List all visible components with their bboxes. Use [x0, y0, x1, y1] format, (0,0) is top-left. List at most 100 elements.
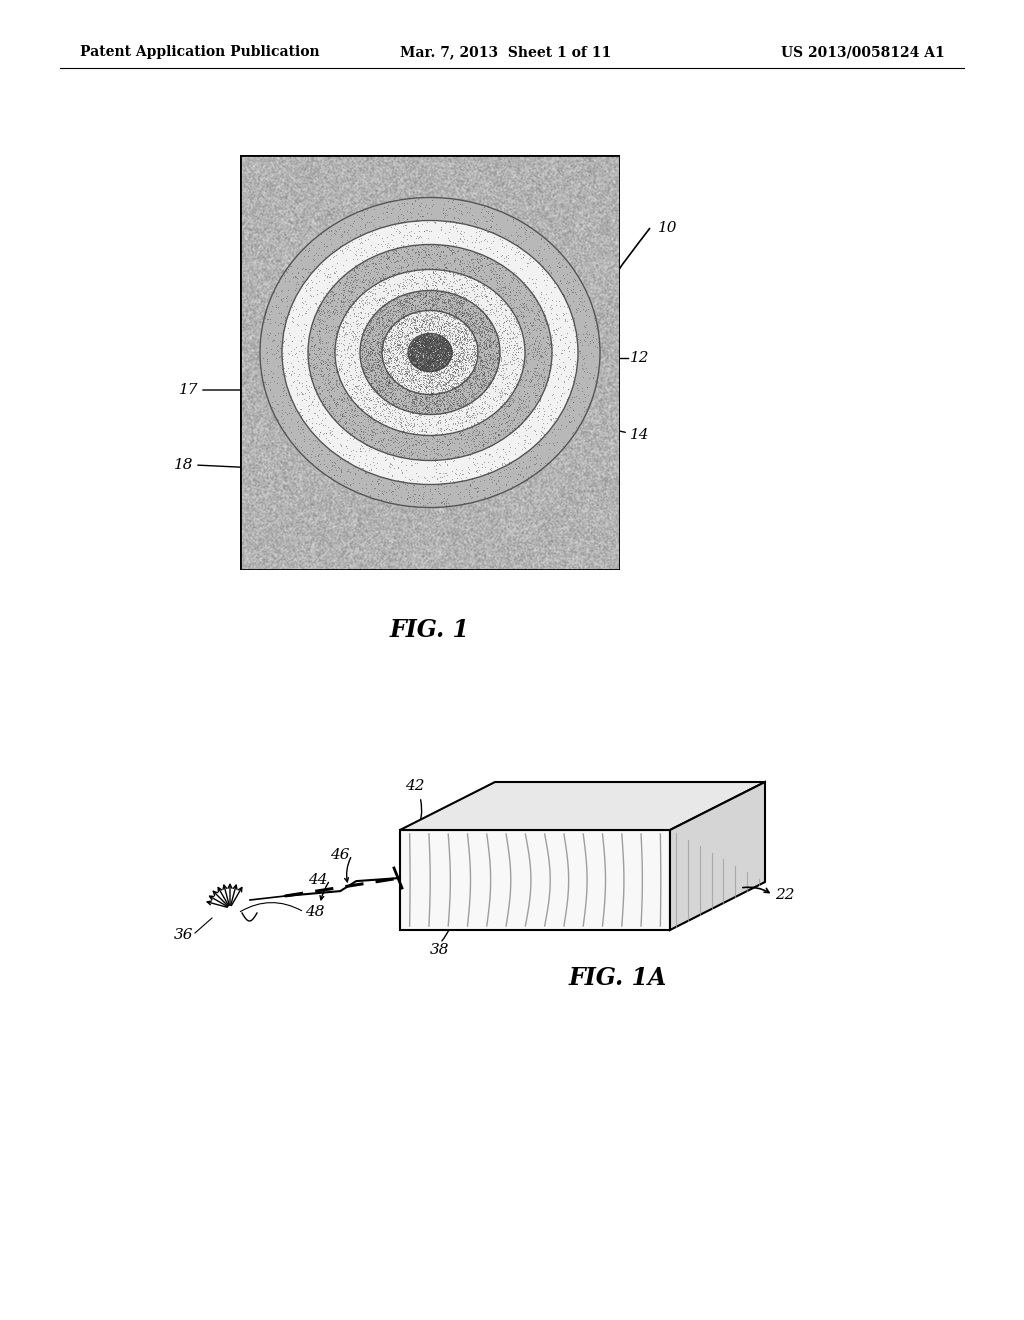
Point [387, 352, 403, 374]
Point [380, 305, 396, 326]
Point [438, 434, 455, 455]
Point [466, 337, 482, 358]
Point [417, 334, 433, 355]
Point [412, 385, 428, 407]
Point [417, 364, 433, 385]
Point [504, 363, 520, 384]
Point [421, 333, 437, 354]
Point [506, 290, 522, 312]
Point [416, 405, 432, 426]
Point [404, 341, 421, 362]
Point [407, 368, 423, 389]
Point [417, 354, 433, 375]
Point [388, 304, 404, 325]
Point [443, 339, 460, 360]
Point [475, 301, 492, 322]
Point [434, 281, 451, 302]
Point [453, 352, 469, 374]
Point [529, 309, 546, 330]
Point [339, 323, 355, 345]
Point [383, 453, 399, 474]
Point [398, 209, 415, 230]
Point [390, 220, 407, 242]
Point [428, 451, 444, 473]
Point [480, 304, 497, 325]
Point [439, 397, 456, 418]
Point [392, 372, 409, 393]
Point [485, 367, 502, 388]
Point [324, 424, 340, 445]
Point [401, 347, 418, 368]
Point [577, 383, 593, 404]
Point [386, 362, 402, 383]
Point [366, 360, 382, 381]
Point [444, 314, 461, 335]
Point [456, 333, 472, 354]
Point [441, 239, 458, 260]
Point [409, 333, 425, 354]
Point [407, 294, 423, 315]
Point [381, 388, 397, 409]
Point [416, 330, 432, 351]
Point [409, 407, 425, 428]
Point [430, 350, 446, 371]
Point [548, 308, 564, 329]
Point [414, 293, 430, 314]
Point [406, 329, 422, 350]
Point [330, 345, 346, 366]
Point [337, 401, 353, 422]
Point [353, 345, 370, 366]
Point [402, 346, 419, 367]
Point [395, 326, 412, 347]
Point [403, 360, 420, 381]
Point [404, 354, 421, 375]
Point [452, 441, 468, 462]
Point [265, 343, 282, 364]
Point [517, 432, 534, 453]
Point [500, 226, 516, 247]
Point [413, 352, 429, 374]
Point [412, 359, 428, 380]
Point [446, 376, 463, 397]
Point [379, 362, 395, 383]
Point [434, 334, 451, 355]
Point [395, 363, 412, 384]
Point [410, 257, 426, 279]
Point [418, 257, 434, 279]
Point [374, 395, 390, 416]
Point [421, 292, 437, 313]
Point [478, 300, 495, 321]
Point [488, 272, 505, 293]
Point [440, 338, 457, 359]
Point [528, 444, 545, 465]
Point [460, 323, 476, 345]
Point [488, 279, 505, 300]
Point [371, 252, 387, 273]
Point [534, 363, 550, 384]
Point [414, 331, 430, 352]
Point [311, 413, 328, 434]
Point [456, 492, 472, 513]
Point [399, 412, 416, 433]
Point [387, 437, 403, 458]
Point [463, 289, 479, 310]
Point [338, 249, 354, 271]
Point [372, 331, 388, 352]
Point [340, 219, 356, 240]
Point [413, 351, 429, 372]
Point [413, 338, 429, 359]
Point [422, 330, 438, 351]
Point [473, 313, 489, 334]
Point [426, 346, 442, 367]
Point [387, 330, 403, 351]
Point [473, 255, 489, 276]
Point [427, 347, 443, 368]
Point [418, 330, 434, 351]
Point [462, 408, 478, 429]
Point [497, 367, 513, 388]
Point [552, 273, 568, 294]
Point [440, 322, 457, 343]
Point [511, 453, 527, 474]
Point [520, 387, 537, 408]
Point [442, 288, 459, 309]
